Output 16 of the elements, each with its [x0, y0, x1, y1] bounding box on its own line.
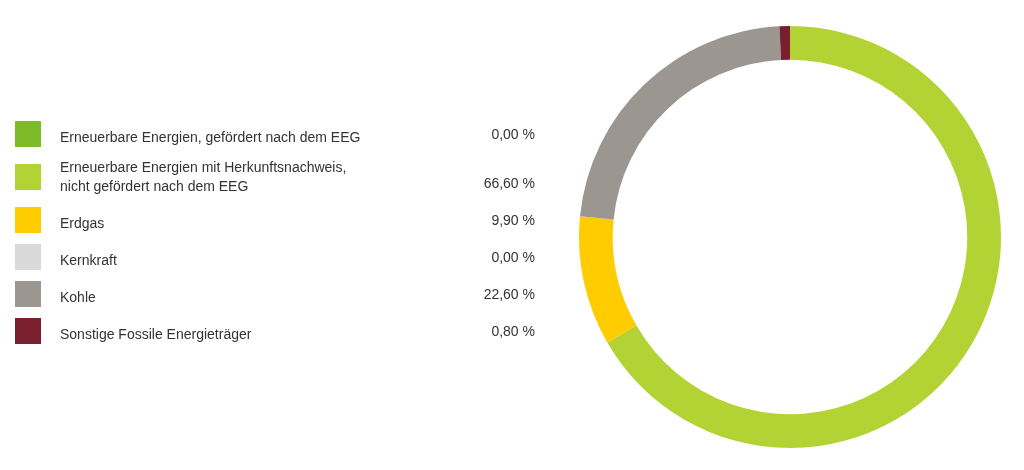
donut-slice	[579, 216, 637, 343]
donut-slice	[580, 26, 782, 220]
legend-label: Erneuerbare Energien mit Herkunftsnachweis, nicht gefördert nach dem EEG	[60, 158, 348, 196]
legend-label: Sonstige Fossile Energieträger	[60, 325, 253, 344]
legend-label: Kernkraft	[60, 251, 118, 270]
data-label: 0,80 %	[490, 322, 535, 341]
legend-label: Erneuerbare Energien, gefördert nach dem EEG	[60, 128, 362, 147]
legend-label: Erdgas	[60, 214, 106, 233]
legend-label: Kohle	[60, 288, 97, 307]
data-label: 22,60 %	[482, 285, 535, 304]
donut-slice	[779, 26, 790, 60]
data-label: 66,60 %	[482, 174, 535, 193]
donut-slice	[607, 26, 1001, 448]
data-label: 9,90 %	[490, 211, 535, 230]
text: 0,00 %	[491, 126, 535, 142]
text: 0,00 %	[491, 249, 535, 265]
